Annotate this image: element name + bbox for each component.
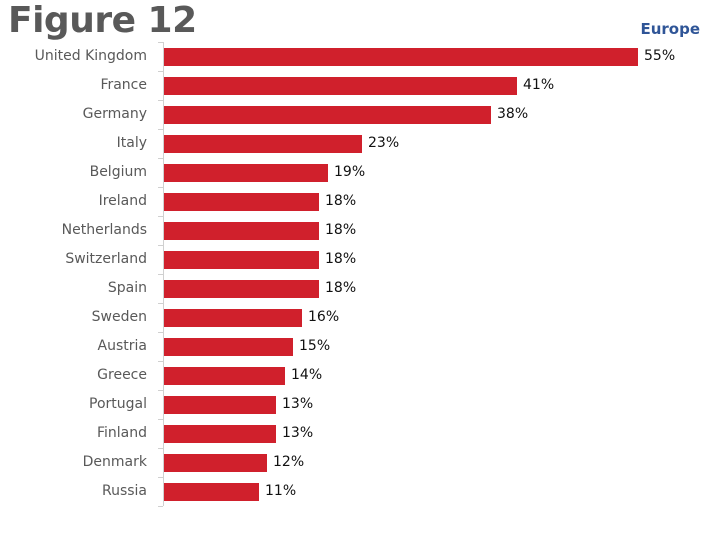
category-label: Italy: [116, 135, 147, 151]
category-label: United Kingdom: [34, 48, 147, 64]
bar-row: Switzerland 18%: [0, 245, 720, 274]
category-label: Sweden: [91, 309, 147, 325]
category-label: Belgium: [89, 164, 147, 180]
bar-row: Sweden 16%: [0, 303, 720, 332]
axis-tick: [158, 506, 163, 507]
axis-tick: [158, 158, 163, 159]
bar: [164, 309, 302, 327]
bar-row: Russia 11%: [0, 477, 720, 506]
category-label: Greece: [97, 367, 147, 383]
value-label: 19%: [334, 164, 366, 180]
axis-tick: [158, 303, 163, 304]
value-label: 18%: [325, 222, 357, 238]
bar: [164, 454, 267, 472]
category-label: Spain: [107, 280, 147, 296]
bar-row: Netherlands 18%: [0, 216, 720, 245]
bar: [164, 251, 319, 269]
bar-row: France 41%: [0, 71, 720, 100]
bar: [164, 338, 293, 356]
axis-tick: [158, 42, 163, 43]
category-label: Ireland: [98, 193, 147, 209]
bar-row: Italy 23%: [0, 129, 720, 158]
axis-tick: [158, 187, 163, 188]
bar: [164, 48, 638, 66]
category-label: Netherlands: [61, 222, 147, 238]
axis-tick: [158, 216, 163, 217]
bar: [164, 367, 285, 385]
bar: [164, 425, 276, 443]
value-label: 11%: [265, 483, 297, 499]
value-label: 38%: [497, 106, 529, 122]
bar-row: United Kingdom 55%: [0, 42, 720, 71]
axis-tick: [158, 361, 163, 362]
axis-tick: [158, 419, 163, 420]
value-label: 13%: [282, 396, 314, 412]
axis-tick: [158, 332, 163, 333]
bar-row: Belgium 19%: [0, 158, 720, 187]
axis-tick: [158, 71, 163, 72]
value-label: 14%: [291, 367, 323, 383]
bar: [164, 483, 259, 501]
category-label: Finland: [96, 425, 147, 441]
bar: [164, 135, 362, 153]
region-label: Europe: [640, 20, 700, 38]
value-label: 55%: [644, 48, 676, 64]
category-label: Germany: [82, 106, 147, 122]
axis-tick: [158, 129, 163, 130]
value-label: 12%: [273, 454, 305, 470]
bar-row: Ireland 18%: [0, 187, 720, 216]
category-label: Portugal: [89, 396, 147, 412]
figure-title: Figure 12: [8, 0, 197, 41]
category-label: Russia: [101, 483, 147, 499]
bar: [164, 396, 276, 414]
bar: [164, 164, 328, 182]
value-label: 18%: [325, 280, 357, 296]
bar: [164, 280, 319, 298]
bar-row: Germany 38%: [0, 100, 720, 129]
bar: [164, 222, 319, 240]
bar: [164, 193, 319, 211]
bar: [164, 77, 517, 95]
value-label: 18%: [325, 251, 357, 267]
bar-row: Finland 13%: [0, 419, 720, 448]
bar-row: Portugal 13%: [0, 390, 720, 419]
category-label: Switzerland: [65, 251, 147, 267]
bar-row: Greece 14%: [0, 361, 720, 390]
axis-tick: [158, 390, 163, 391]
axis-tick: [158, 245, 163, 246]
value-label: 18%: [325, 193, 357, 209]
bar: [164, 106, 491, 124]
bar-row: Austria 15%: [0, 332, 720, 361]
value-label: 15%: [299, 338, 331, 354]
axis-tick: [158, 477, 163, 478]
category-label: Austria: [97, 338, 147, 354]
value-label: 16%: [308, 309, 340, 325]
value-label: 41%: [523, 77, 555, 93]
category-axis: [163, 42, 164, 506]
axis-tick: [158, 100, 163, 101]
axis-tick: [158, 448, 163, 449]
axis-tick: [158, 274, 163, 275]
value-label: 23%: [368, 135, 400, 151]
value-label: 13%: [282, 425, 314, 441]
category-label: France: [100, 77, 147, 93]
bar-row: Spain 18%: [0, 274, 720, 303]
bar-row: Denmark 12%: [0, 448, 720, 477]
category-label: Denmark: [82, 454, 147, 470]
